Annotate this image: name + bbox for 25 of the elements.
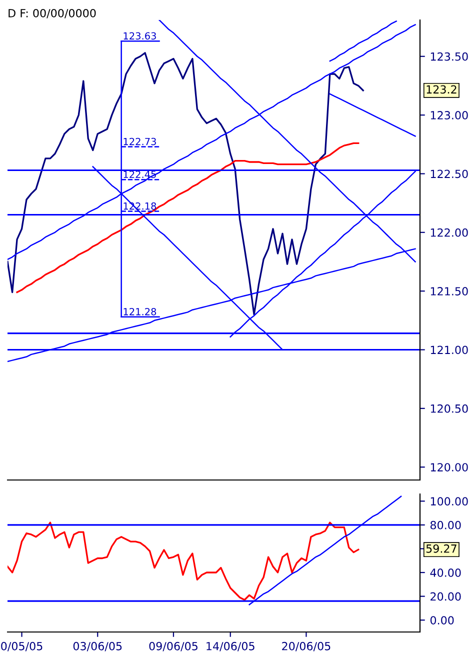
data-label: 123.63: [124, 32, 156, 40]
chart-title: D F: 00/00/0000: [8, 8, 96, 18]
x-tick-label: 09/06/05: [149, 642, 198, 652]
data-label: 122.45: [124, 170, 156, 178]
y-tick-label: 122.00: [430, 228, 468, 237]
x-tick-label: 03/06/05: [73, 642, 122, 652]
x-tick-label: 14/06/05: [206, 642, 254, 652]
data-label: 122.73: [124, 138, 156, 146]
y-tick-label: 20.00: [430, 592, 461, 601]
y-tick-label: 121.00: [430, 346, 468, 354]
y-tick-label: 123.50: [430, 52, 468, 61]
y-tick-label: 122.50: [430, 170, 468, 178]
data-label: 121.28: [124, 308, 156, 316]
y-tick-label: 100.00: [430, 497, 468, 506]
y-tick-label: 0.00: [430, 616, 454, 624]
y-tick-label: 40.00: [430, 568, 461, 577]
y-tick-label: 80.00: [430, 520, 461, 530]
text: 123.2: [426, 85, 456, 94]
y-tick-label: 120.50: [430, 404, 468, 413]
x-tick-label: 0/05/05: [1, 642, 42, 652]
text: 59.27: [426, 544, 456, 553]
y-tick-label: 121.50: [430, 287, 468, 296]
y-tick-label: 123.00: [430, 111, 468, 120]
x-tick-label: 20/06/05: [282, 642, 330, 652]
y-tick-label: 120.00: [430, 463, 468, 472]
